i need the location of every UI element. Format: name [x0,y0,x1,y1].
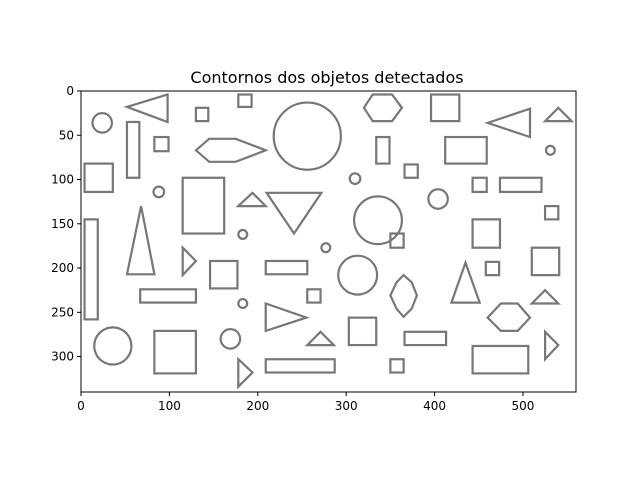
contour-triangle [123,93,169,124]
contour-rect [306,288,322,304]
contour-rect [530,246,561,277]
x-tick-label: 0 [77,399,85,413]
contour-circle [219,328,242,350]
contour-circle [93,326,133,366]
contour-rect [125,120,141,179]
contour-circle [353,195,403,246]
contour-hexagon [362,93,404,123]
contour-rect [208,259,239,290]
axes-frame [80,90,577,393]
contour-circle [152,185,166,199]
contour-rect [498,176,543,194]
contour-rect [543,204,560,221]
contour-triangle [264,301,310,333]
contour-circle [427,188,449,210]
y-tick-label: 200 [51,261,74,275]
contour-circle [337,254,379,296]
contour-triangle [449,259,482,304]
x-tick-label: 300 [335,399,358,413]
chart-title: Contornos dos objetos detectados [190,68,463,87]
contour-shapes [83,93,575,390]
x-tick-label: 100 [158,399,181,413]
y-tick-label: 0 [66,84,74,98]
x-tick-label: 500 [512,399,535,413]
contour-rect [83,218,99,321]
contour-triangle [542,106,575,123]
contour-circle [272,101,342,171]
contour-rect [264,259,309,276]
contour-rect [181,176,226,235]
contour-triangle [264,191,324,236]
contour-rect [194,106,210,123]
contour-circle [237,228,249,240]
x-tick-label: 200 [246,399,269,413]
contour-triangle [304,330,337,347]
contour-rect [484,260,501,277]
contour-triangle [181,245,198,278]
y-tick-label: 100 [51,173,74,187]
contour-rect [139,288,198,304]
contour-circle [348,172,362,186]
contour-rect [403,330,448,347]
contour-rect [444,135,488,165]
y-tick-label: 300 [51,350,74,364]
y-tick-label: 150 [51,217,74,231]
y-axis-ticks: 0 50 100 150 200 250 300 [51,84,81,364]
x-tick-label: 400 [423,399,446,413]
contour-triangle [484,107,532,139]
y-tick-label: 250 [51,305,74,319]
y-tick-label: 50 [59,128,74,142]
x-axis-ticks: 0 100 200 300 400 500 [77,392,534,413]
contour-rect [471,218,502,249]
contour-rect [264,358,336,374]
contour-triangle [529,288,561,305]
contour-rect [471,344,530,375]
contour-rect [153,135,170,153]
contour-triangle [543,329,560,362]
contour-triangle [125,205,156,276]
contour-hexagon [389,273,419,319]
contour-circle [91,112,114,134]
contour-rect [83,162,114,194]
contour-rect [153,329,198,375]
contour-triangle [237,356,255,390]
contour-hexagon [486,302,532,332]
contour-rect [429,93,461,123]
contour-triangle [235,191,269,208]
contour-rect [375,135,391,165]
contour-rect [347,316,378,347]
contour-circle [544,144,556,156]
contour-circle [320,242,332,254]
contour-hexagon [194,137,269,163]
contour-rect [471,176,488,194]
contour-rect [389,358,405,374]
contour-rect [389,232,405,249]
contour-rect [403,163,419,179]
contour-circle [237,297,249,309]
contour-rect [237,93,253,109]
